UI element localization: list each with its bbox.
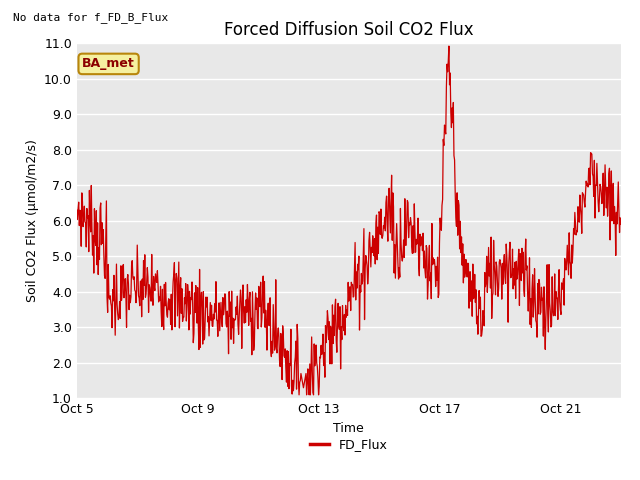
Y-axis label: Soil CO2 Flux (μmol/m2/s): Soil CO2 Flux (μmol/m2/s)	[26, 139, 38, 302]
X-axis label: Time: Time	[333, 422, 364, 435]
Text: BA_met: BA_met	[82, 58, 135, 71]
Text: No data for f_FD_B_Flux: No data for f_FD_B_Flux	[13, 12, 168, 23]
Title: Forced Diffusion Soil CO2 Flux: Forced Diffusion Soil CO2 Flux	[224, 21, 474, 39]
Legend: FD_Flux: FD_Flux	[305, 433, 392, 456]
